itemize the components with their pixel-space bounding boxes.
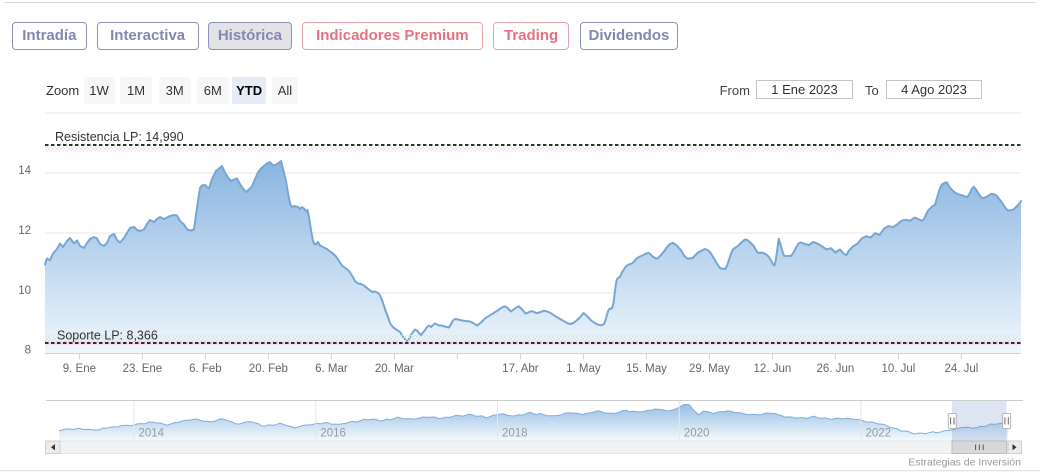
svg-text:26. Jun: 26. Jun: [817, 363, 855, 375]
svg-text:8: 8: [25, 345, 31, 357]
svg-text:Soporte LP: 8,366: Soporte LP: 8,366: [57, 329, 158, 343]
svg-text:6. Feb: 6. Feb: [189, 363, 222, 375]
svg-text:Resistencia LP: 14,990: Resistencia LP: 14,990: [55, 130, 184, 144]
svg-text:1. May: 1. May: [566, 363, 601, 375]
svg-text:2016: 2016: [320, 428, 346, 440]
svg-text:10: 10: [18, 285, 31, 297]
svg-text:9. Ene: 9. Ene: [63, 363, 96, 375]
svg-text:15. May: 15. May: [626, 363, 667, 375]
svg-text:29. May: 29. May: [689, 363, 730, 375]
svg-text:Estrategias de Inversión: Estrategias de Inversión: [908, 457, 1021, 469]
svg-text:24. Jul: 24. Jul: [944, 363, 978, 375]
svg-text:10. Jul: 10. Jul: [881, 363, 915, 375]
svg-text:20. Feb: 20. Feb: [249, 363, 288, 375]
svg-text:2020: 2020: [684, 428, 710, 440]
svg-text:23. Ene: 23. Ene: [123, 363, 163, 375]
svg-text:12: 12: [18, 225, 31, 237]
svg-text:2022: 2022: [866, 428, 892, 440]
svg-text:20. Mar: 20. Mar: [375, 363, 414, 375]
svg-text:6. Mar: 6. Mar: [315, 363, 348, 375]
svg-text:2014: 2014: [139, 428, 165, 440]
svg-text:12. Jun: 12. Jun: [754, 363, 792, 375]
svg-text:2018: 2018: [502, 428, 528, 440]
svg-text:14: 14: [18, 165, 31, 177]
svg-text:17. Abr: 17. Abr: [502, 363, 539, 375]
